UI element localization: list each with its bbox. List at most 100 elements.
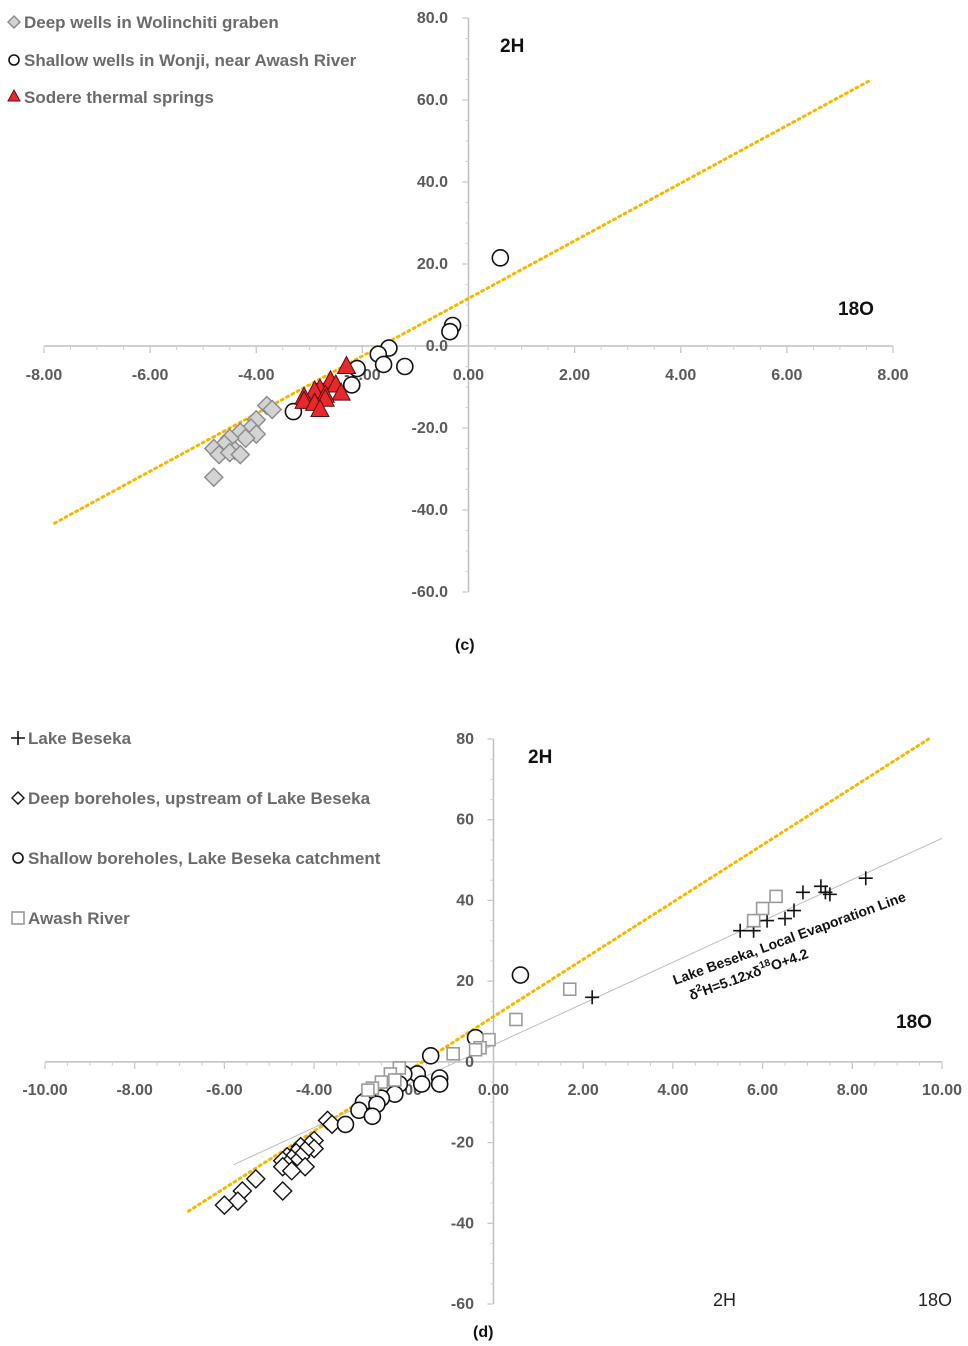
p1-x-tick-label: -4.00	[296, 1082, 333, 1099]
p1-y-tick-label: -40	[451, 1215, 474, 1232]
p0-series-circle	[284, 249, 510, 421]
p0-axes: -8.00-6.00-4.00-2.000.002.004.006.008.00…	[26, 10, 909, 601]
panel-d-xlabel: 18O	[896, 1012, 932, 1033]
p1-x-tick-label: 2.00	[568, 1082, 599, 1099]
annotation-line1: Lake Beseka, Local Evaporation Line	[671, 888, 908, 987]
p1-y-tick-label: 40	[456, 892, 474, 909]
p1-y-tick-label: -60	[451, 1296, 474, 1313]
p1-legend-marker	[11, 791, 25, 805]
p1-square-point	[755, 901, 770, 916]
p0-x-tick-label: 6.00	[771, 367, 802, 384]
p0-y-tick-label: 80.0	[417, 10, 448, 27]
p1-circle-point	[430, 1075, 449, 1093]
p0-legend-entry: Shallow wells in Wonji, near Awash River	[8, 51, 357, 70]
p1-legend-entry: Awash River	[11, 909, 130, 928]
p1-legend-entry: Lake Beseka	[11, 729, 132, 748]
p1-diamond-point	[281, 1160, 302, 1181]
p1-circle-point	[511, 966, 530, 984]
p0-y-tick-label: 40.0	[417, 174, 448, 191]
p0-gmwl-line	[53, 78, 874, 525]
p1-x-tick-label: 6.00	[747, 1082, 778, 1099]
p1-local-evaporation-line	[233, 837, 943, 1166]
p1-circle-point	[412, 1075, 431, 1093]
p0-circle-point	[396, 357, 414, 376]
p1-square-point	[446, 1046, 460, 1061]
p0-legend-marker	[7, 88, 21, 102]
p1-circle-point	[421, 1047, 440, 1065]
p0-circle-point	[342, 376, 361, 394]
p1-plus-point	[858, 871, 873, 886]
p1-series-diamond	[214, 1110, 343, 1216]
p1-square-point	[562, 982, 577, 997]
p1-legend-entry: Deep boreholes, upstream of Lake Beseka	[11, 789, 371, 808]
p1-square-point	[468, 1042, 483, 1057]
p1-x-tick-label: -10.00	[22, 1082, 67, 1099]
p0-circle-point	[441, 322, 459, 341]
p0-y-tick-label: -60.0	[412, 584, 449, 601]
p1-square-point	[509, 1012, 523, 1027]
p0-x-tick-label: -4.00	[238, 367, 275, 384]
p1-series-circle	[336, 966, 530, 1134]
p1-x-tick-label: 8.00	[837, 1082, 868, 1099]
p0-x-tick-label: 8.00	[877, 367, 908, 384]
p0-legend-entry: Sodere thermal springs	[7, 88, 214, 107]
p0-legend-entry: Deep wells in Wolinchiti graben	[7, 13, 279, 32]
panel-c-ylabel: 2H	[500, 36, 524, 57]
p1-circle-point	[363, 1107, 382, 1126]
p1-square-point	[769, 889, 783, 904]
p1-x-tick-label: -6.00	[206, 1082, 243, 1099]
p1-legend-label: Deep boreholes, upstream of Lake Beseka	[28, 789, 371, 808]
p0-legend-marker	[7, 15, 21, 29]
panel-d-footer-xlabel: 18O	[918, 1290, 952, 1310]
p1-series-square	[361, 889, 783, 1097]
p0-diamond-point	[230, 444, 251, 465]
p0-diamond-point	[235, 428, 256, 449]
evaporation-line-annotation: Lake Beseka, Local Evaporation Line δ2H=…	[671, 888, 908, 1003]
p1-y-tick-label: -20	[451, 1135, 474, 1152]
p0-x-tick-label: 0.00	[453, 367, 484, 384]
p1-legend-entry: Shallow boreholes, Lake Beseka catchment	[12, 849, 381, 868]
p1-legend-marker	[11, 731, 25, 745]
p1-legend-label: Lake Beseka	[28, 729, 132, 748]
p0-x-tick-label: 2.00	[559, 367, 590, 384]
p1-square-point	[361, 1083, 375, 1097]
p1-axes: -10.00-8.00-6.00-4.00-2.000.002.004.006.…	[22, 731, 962, 1313]
p0-x-tick-label: 4.00	[665, 367, 696, 384]
p0-x-tick-label: -8.00	[26, 367, 63, 384]
p0-triangle-point	[310, 398, 330, 418]
p1-diamond-point	[272, 1181, 293, 1201]
p1-legend-label: Awash River	[28, 909, 130, 928]
p0-legend-marker	[8, 54, 20, 66]
p0-triangle-point	[336, 355, 357, 374]
p1-y-tick-label: 60	[456, 812, 474, 829]
p0-y-tick-label: -20.0	[412, 420, 449, 437]
p1-plus-point	[585, 990, 600, 1005]
p1-x-tick-label: 4.00	[657, 1082, 688, 1099]
p0-series-diamond	[203, 395, 283, 488]
p0-x-tick-label: -6.00	[132, 367, 169, 384]
p1-series-plus	[585, 871, 873, 1005]
p0-legend-label: Deep wells in Wolinchiti graben	[24, 13, 279, 32]
p1-legend-marker	[11, 911, 25, 925]
p1-y-tick-label: 80	[456, 731, 474, 748]
p1-plus-point	[760, 913, 775, 928]
p1-plus-point	[822, 887, 837, 902]
p1-x-tick-label: -8.00	[116, 1082, 153, 1099]
p0-circle-point	[491, 249, 510, 267]
p0-diamond-point	[203, 467, 224, 488]
p1-x-tick-label: 0.00	[478, 1082, 509, 1099]
p0-y-tick-label: 60.0	[417, 92, 448, 109]
panel-d-footer-ylabel: 2H	[713, 1290, 736, 1310]
p1-diamond-point	[245, 1168, 266, 1189]
p1-plus-point	[786, 903, 801, 918]
eq-sup-2: 2	[694, 982, 703, 994]
eq-sup-18: 18	[758, 957, 773, 971]
p1-x-tick-label: 10.00	[922, 1082, 962, 1099]
p1-y-tick-label: 20	[456, 973, 474, 990]
p1-plus-point	[778, 911, 793, 926]
p0-diamond-point	[262, 399, 283, 420]
panel-d-label: (d)	[473, 1324, 493, 1341]
p1-square-point	[388, 1073, 402, 1087]
p1-y-tick-label: 0	[465, 1054, 474, 1071]
